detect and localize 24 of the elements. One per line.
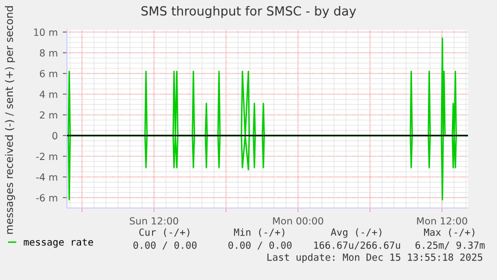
legend-label: message rate <box>24 238 93 248</box>
x-tick-label: Mon 00:00 <box>273 217 324 225</box>
text: Last update: Mon Dec 15 13:55:18 2025 <box>267 253 482 263</box>
y-tick-label: 0 <box>52 132 58 140</box>
y-tick-label: 8 m <box>40 49 58 57</box>
text: 0.00 / 0.00 <box>133 241 197 250</box>
y-tick-label: 10 m <box>34 28 58 36</box>
y-axis-title: messages received (-) / sent (+) per second <box>4 6 16 234</box>
text: 6.25m/ 9.37m <box>416 241 485 250</box>
y-tick-label: -4 m <box>36 174 58 181</box>
y-tick-label: -6 m <box>36 194 58 202</box>
text: 0.00 / 0.00 <box>228 241 292 250</box>
y-tick-label: 6 m <box>40 70 58 78</box>
text: 166.67u/266.67u <box>314 241 400 250</box>
text: Avg (-/+) <box>330 228 382 238</box>
x-tick-label: Sun 12:00 <box>130 217 178 225</box>
x-tick-label: Mon 12:00 <box>417 217 468 225</box>
chart-title: SMS throughput for SMSC - by day <box>141 6 356 18</box>
text: Cur (-/+) <box>139 228 190 237</box>
y-tick-label: 2 m <box>40 111 58 119</box>
y-tick-label: -2 m <box>36 152 58 160</box>
text: Min (-/+) <box>234 228 284 237</box>
y-tick-label: 4 m <box>40 90 58 98</box>
text: Max (-/+) <box>424 228 474 237</box>
